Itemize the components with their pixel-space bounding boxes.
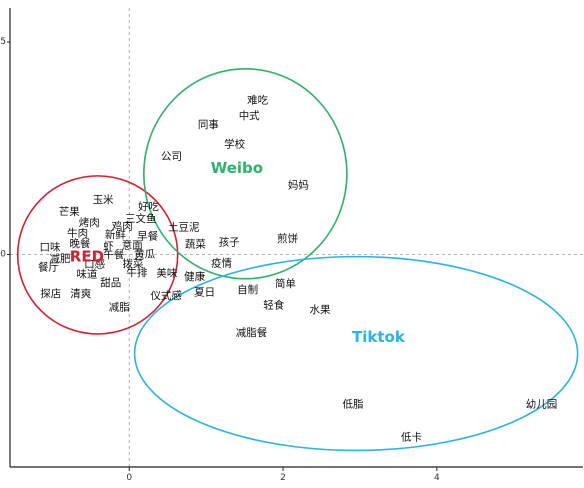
word-point: 牛肉	[67, 226, 88, 239]
word-point: 烤肉	[79, 216, 100, 229]
word-point: 低卡	[401, 430, 422, 443]
word-point: 黄瓜	[134, 248, 155, 261]
word-point: 轻食	[263, 299, 284, 312]
word-point: 土豆泥	[168, 221, 200, 234]
word-point: 好吃	[138, 200, 159, 213]
word-point: 仪式感	[150, 289, 182, 302]
group-label-tiktok: Tiktok	[352, 328, 406, 346]
word-point: 健康	[184, 270, 205, 283]
reference-lines	[10, 8, 583, 467]
word-points: 难吃中式同事学校公司妈妈玉米好吃 芒果三文鱼 烤肉 鸡肉 土豆泥 牛肉 新鲜 早餐 煎饼 晚餐虾意…	[38, 94, 557, 444]
word-point: 蔬菜	[185, 238, 206, 250]
word-point: 美味	[156, 267, 177, 280]
word-point: 早餐	[137, 230, 158, 243]
word-point: 夏日	[194, 286, 215, 298]
word-point: 公司	[161, 150, 182, 162]
group-label-red: RED	[70, 248, 104, 266]
y-tick-label: 0	[0, 250, 6, 260]
word-point: 疫情	[211, 256, 232, 269]
word-point: 拨菜	[123, 257, 144, 270]
word-point: 煎饼	[277, 232, 298, 245]
word-point: 孩子	[219, 236, 240, 249]
x-tick-label: 0	[126, 473, 132, 483]
ellipse-red	[16, 175, 179, 335]
group-labels: RED Weibo Tiktok	[70, 159, 406, 346]
word-point: 中式	[239, 109, 260, 122]
word-point: 减肥	[49, 253, 70, 265]
group-label-weibo: Weibo	[211, 159, 263, 177]
word-point: 减脂	[109, 301, 130, 314]
word-point: 探店	[40, 287, 61, 300]
x-tick-label: 4	[434, 473, 440, 483]
word-point: 三文鱼	[125, 212, 157, 225]
word-point: 同事	[198, 118, 219, 131]
word-point: 晚餐	[69, 237, 90, 250]
word-point: 减脂餐	[236, 326, 268, 339]
word-point: 牛排	[126, 266, 147, 279]
word-point: 低脂	[343, 398, 364, 411]
word-point: 意面	[122, 239, 143, 252]
x-tick-label: 2	[280, 473, 286, 483]
word-point: 午餐	[103, 248, 124, 261]
word-point: 水果	[309, 304, 330, 316]
word-point: 口感	[84, 257, 105, 270]
ellipse-tiktok	[133, 255, 579, 452]
word-point: 鸡肉	[112, 219, 133, 232]
group-ellipses	[16, 67, 579, 452]
word-point: 芒果	[59, 205, 80, 218]
word-point: 虾	[103, 239, 114, 252]
word-point: 幼儿园	[526, 398, 558, 411]
word-point: 清爽	[70, 287, 91, 300]
word-point: 难吃	[247, 94, 268, 107]
word-point: 妈妈	[288, 179, 309, 192]
word-point: 味道	[76, 267, 97, 280]
word-point: 甜品	[100, 276, 121, 289]
axes: 0 2 4 5 0	[0, 8, 583, 483]
word-point: 玉米	[93, 193, 114, 206]
word-point: 简单	[275, 277, 296, 290]
y-tick-label: 5	[0, 37, 6, 47]
word-point: 学校	[224, 137, 245, 150]
word-point: 自制	[237, 283, 258, 296]
word-point: 新鲜	[105, 228, 126, 241]
ellipse-weibo	[143, 67, 348, 280]
word-point: 餐厅	[38, 261, 59, 274]
word-point: 口味	[39, 241, 60, 253]
